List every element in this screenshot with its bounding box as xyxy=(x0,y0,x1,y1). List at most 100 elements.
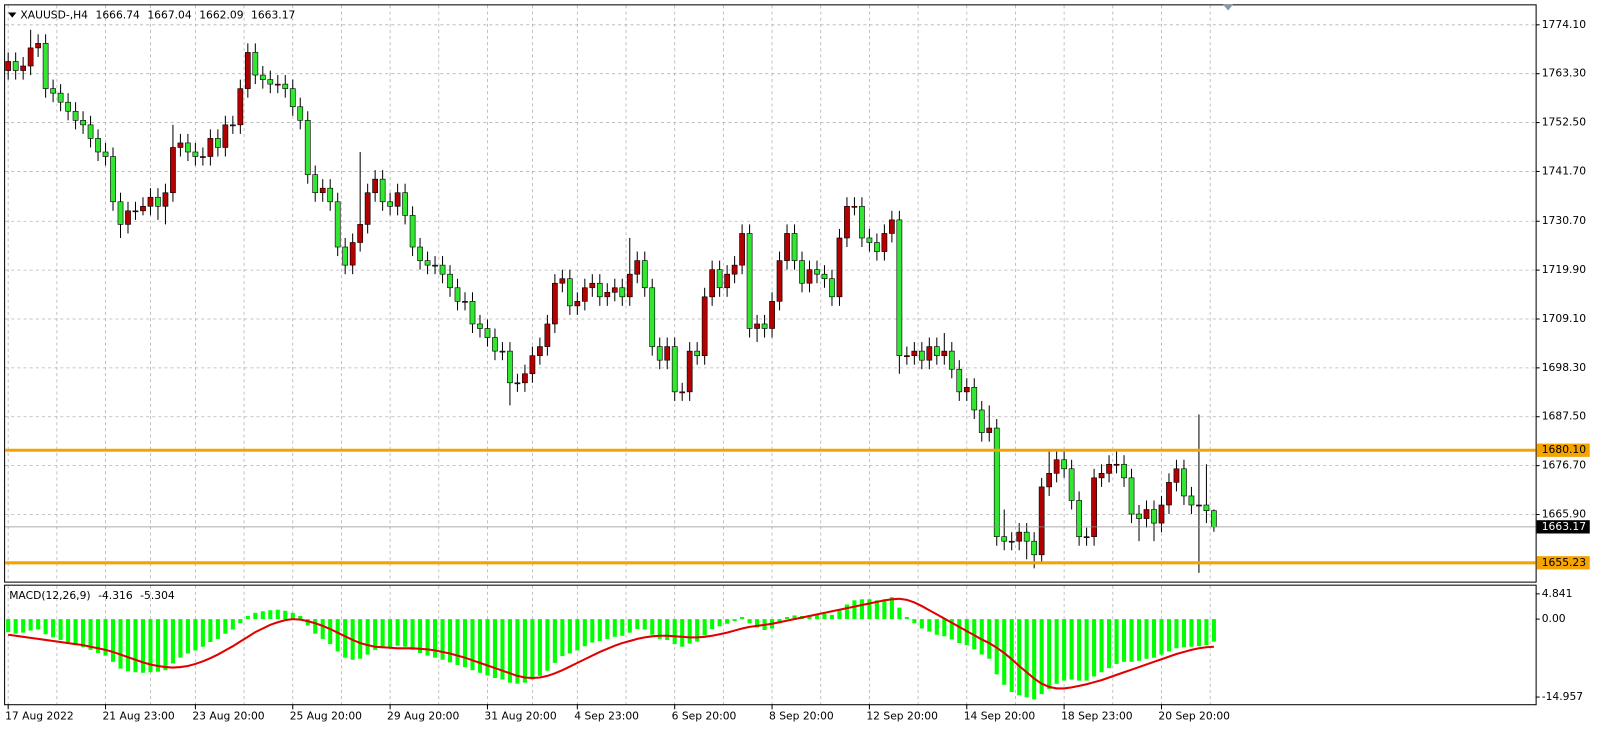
macd-bar xyxy=(395,619,400,646)
macd-bar xyxy=(1077,619,1082,681)
candle-body xyxy=(581,287,588,302)
price-panel xyxy=(4,4,1537,583)
candle-body xyxy=(87,124,94,139)
candle-body xyxy=(170,147,176,194)
candle-body xyxy=(289,88,296,108)
macd-bar xyxy=(822,613,827,620)
macd-bar xyxy=(260,611,265,620)
candle-body xyxy=(207,138,214,157)
macd-bar xyxy=(223,619,228,634)
macd-bar xyxy=(462,619,468,668)
candle-body xyxy=(140,205,146,212)
candle-body xyxy=(192,151,199,157)
candle-body xyxy=(312,174,319,194)
candle-body xyxy=(739,233,745,266)
candle-body xyxy=(754,323,760,329)
x-tick-label: 23 Aug 20:00 xyxy=(192,709,264,722)
y-tick-label: 1719.90 xyxy=(1542,263,1587,276)
macd-bar xyxy=(73,619,78,646)
macd-value: -4.316 xyxy=(98,589,133,602)
macd-bar xyxy=(814,614,820,620)
macd-bar xyxy=(200,619,205,647)
candle-body xyxy=(35,43,41,49)
candle-body xyxy=(402,192,408,216)
y-tick-label: 1709.10 xyxy=(1542,312,1587,325)
macd-bar xyxy=(522,619,527,683)
candle-body xyxy=(372,178,378,194)
macd-bar xyxy=(1136,619,1142,661)
candle-body xyxy=(125,210,131,225)
candle-body xyxy=(387,201,393,207)
macd-bar xyxy=(687,619,692,644)
macd-bar xyxy=(897,607,902,620)
candle-body xyxy=(1196,504,1202,507)
macd-bar xyxy=(320,619,325,639)
macd-bar xyxy=(635,619,640,630)
macd-bar xyxy=(1144,619,1149,659)
candle-body xyxy=(881,233,888,252)
macd-bar xyxy=(867,599,872,620)
candle-body xyxy=(1136,513,1142,519)
candle-body xyxy=(1076,500,1082,537)
candle-body xyxy=(1173,468,1180,483)
macd-bar xyxy=(1009,619,1014,693)
y-tick-label: 1752.50 xyxy=(1542,116,1587,129)
macd-bar xyxy=(500,619,505,680)
candle-body xyxy=(1211,510,1217,528)
candle-body xyxy=(1158,504,1165,524)
symbol-menu-arrow[interactable] xyxy=(8,12,17,18)
candle-body xyxy=(963,387,970,393)
candle-body xyxy=(776,260,783,302)
macd-bar xyxy=(605,619,610,639)
macd-bar xyxy=(575,619,580,651)
macd-bar xyxy=(230,619,235,630)
macd-bar xyxy=(215,619,220,639)
candle-body xyxy=(596,282,603,298)
candle-body xyxy=(1113,463,1120,466)
candle-body xyxy=(1038,486,1045,556)
candle-body xyxy=(215,138,221,148)
macd-bar xyxy=(1062,619,1067,681)
level-tag xyxy=(1536,443,1590,457)
level-label: 1680.10 xyxy=(1542,443,1587,456)
macd-bar xyxy=(1054,619,1059,684)
macd-bar xyxy=(433,619,438,658)
macd-bar xyxy=(837,610,842,620)
candle-body xyxy=(1098,473,1105,479)
macd-bar xyxy=(313,619,318,634)
candle-body xyxy=(993,427,1000,537)
macd-bar xyxy=(784,617,790,620)
macd-bar xyxy=(36,619,41,630)
macd-bar xyxy=(358,619,363,659)
macd-bar xyxy=(1099,619,1104,673)
x-tick-label: 17 Aug 2022 xyxy=(5,709,74,722)
macd-bar xyxy=(740,617,745,620)
current-price-tag xyxy=(1536,520,1590,534)
macd-bar xyxy=(88,619,93,650)
macd-bar xyxy=(28,619,33,631)
candle-body xyxy=(716,269,723,289)
macd-bar xyxy=(552,619,557,663)
macd-bar xyxy=(328,619,333,645)
candle-body xyxy=(117,201,124,225)
candle-body xyxy=(319,187,326,194)
macd-bar xyxy=(1211,619,1216,642)
y-tick-label: 1763.30 xyxy=(1542,67,1587,80)
candle-body xyxy=(1106,463,1112,474)
candle-body xyxy=(784,233,790,261)
macd-bar xyxy=(425,619,430,656)
macd-bar xyxy=(530,619,535,680)
macd-bar xyxy=(582,619,587,647)
candle-body xyxy=(761,323,768,329)
candle-body xyxy=(859,205,865,239)
candle-body xyxy=(477,323,483,329)
candle-body xyxy=(1001,536,1008,542)
macd-panel xyxy=(4,584,1537,706)
y-tick-label: 1687.50 xyxy=(1542,410,1587,423)
candle-body xyxy=(941,350,948,356)
macd-bar xyxy=(1204,619,1209,646)
header-open: 1666.74 xyxy=(96,9,141,22)
macd-bar xyxy=(170,619,175,664)
candle-body xyxy=(552,282,558,325)
